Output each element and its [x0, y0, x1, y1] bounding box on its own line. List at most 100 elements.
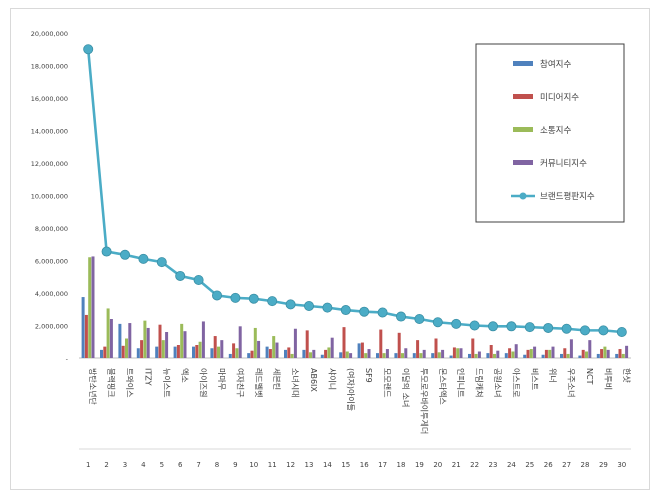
legend-label-3: 소통지수: [540, 126, 571, 136]
bar-3-4: [143, 320, 147, 359]
bar-2-4: [140, 340, 144, 359]
bar-2-12: [287, 347, 291, 358]
bar-1-2: [100, 349, 103, 359]
x-rank-label: 18: [397, 461, 406, 469]
bar-1-17: [376, 353, 379, 359]
bar-3-27: [566, 353, 570, 358]
x-category-label: 공원소녀: [493, 368, 502, 397]
bar-2-13: [305, 330, 309, 359]
bar-1-9: [228, 353, 232, 358]
bar-4-19: [422, 349, 426, 359]
x-rank-label: 6: [178, 461, 183, 469]
line-point-4: [138, 253, 149, 264]
line-point-10: [248, 293, 259, 304]
bar-1-20: [431, 353, 435, 359]
bar-2-8: [213, 336, 217, 358]
x-rank-label: 2: [104, 461, 108, 469]
y-axis: - 2,000,000 4,000,000 6,000,000 8,000,000 10,…: [31, 30, 631, 363]
line-point-13: [303, 300, 314, 311]
line-point-24: [506, 321, 517, 332]
bar-1-1: [81, 297, 85, 358]
x-category-label: 드림캐쳐: [475, 368, 485, 397]
bar-3-11: [272, 336, 276, 358]
x-rank-label: 26: [544, 461, 553, 469]
line-point-27: [561, 323, 572, 334]
x-category-label: 여자친구: [235, 368, 245, 397]
x-category-label: 아이즈원: [199, 368, 209, 397]
x-category-label: (여자)아이들: [346, 368, 356, 411]
x-axis: 방탄소년단 블랙핑크 트와이스 ITZY 뉴이스트 엑소 아이즈원 마마무 여자친구 레드벨벳 세븐…: [79, 368, 631, 469]
bar-4-11: [275, 342, 279, 358]
legend-swatch-marker: [519, 192, 527, 200]
bar-1-19: [412, 353, 416, 359]
line-point-5: [156, 257, 167, 268]
bar-3-26: [548, 349, 552, 359]
x-category-label: 방탄소년단: [88, 368, 98, 405]
bar-1-18: [394, 353, 398, 359]
bar-3-13: [309, 352, 312, 358]
bar-1-6: [173, 346, 177, 359]
bar-3-29: [603, 346, 607, 359]
x-category-label: 인피니트: [456, 368, 466, 397]
bar-2-17: [379, 329, 383, 358]
bar-4-30: [625, 345, 629, 358]
bar-4-14: [330, 337, 334, 358]
x-rank-label: 15: [341, 461, 350, 469]
bar-4-24: [514, 344, 518, 358]
legend-swatch-4: [513, 160, 533, 165]
x-rank-label: 30: [617, 461, 626, 469]
line-point-7: [193, 274, 204, 285]
bar-1-24: [504, 353, 508, 359]
bar-3-6: [180, 323, 184, 359]
bar-3-23: [493, 353, 496, 358]
x-category-label: 뉴이스트: [162, 368, 172, 397]
bar-2-9: [232, 343, 236, 359]
chart-frame: - 2,000,000 4,000,000 6,000,000 8,000,000 10,…: [10, 8, 650, 490]
x-rank-label: 25: [525, 461, 534, 469]
x-category-label: 위너: [548, 368, 558, 383]
x-category-label: 세븐틴: [272, 368, 282, 390]
y-tick-label: 10,000,000: [31, 193, 68, 201]
bar-3-1: [88, 257, 92, 358]
x-rank-label: 4: [141, 461, 146, 469]
bar-3-5: [161, 340, 165, 359]
y-tick-label: 2,000,000: [35, 323, 68, 331]
bar-1-21: [449, 355, 453, 358]
bar-1-14: [320, 354, 324, 358]
bar-1-28: [578, 355, 582, 358]
x-category-label: 비투비: [603, 368, 612, 390]
y-tick-label: 20,000,000: [31, 30, 68, 38]
legend-label-1: 참여지수: [540, 59, 571, 70]
x-rank-label: 24: [507, 461, 516, 469]
x-rank-label: 1: [86, 461, 90, 469]
bar-3-24: [511, 351, 515, 358]
bar-3-7: [198, 341, 202, 358]
bar-4-8: [220, 340, 224, 359]
legend-label-4: 커뮤니티지수: [540, 158, 587, 169]
x-category-label: 샤이니: [327, 368, 337, 390]
x-rank-label: 23: [489, 461, 498, 469]
x-rank-label: 3: [123, 461, 127, 469]
bar-3-12: [290, 353, 294, 358]
line-point-11: [267, 296, 278, 307]
x-rank-label: 27: [562, 461, 571, 469]
x-category-label: 블랙핑크: [107, 368, 117, 397]
bar-2-19: [416, 340, 420, 359]
line-series-group: [83, 44, 627, 337]
x-rank-label: 10: [249, 461, 258, 469]
x-category-label: 투모로우바이투게더: [419, 368, 429, 434]
x-category-label: 소녀시대: [291, 368, 300, 397]
line-point-3: [120, 249, 131, 260]
bar-1-22: [468, 353, 471, 358]
bar-1-27: [560, 353, 563, 358]
x-rank-label: 11: [268, 461, 277, 469]
line-point-14: [322, 302, 333, 313]
y-tick-label: 14,000,000: [31, 128, 68, 136]
bar-2-20: [434, 338, 438, 358]
line-point-15: [340, 305, 351, 316]
legend-swatch-1: [513, 61, 533, 66]
y-tick-label: 8,000,000: [35, 225, 68, 233]
legend-swatch-3: [513, 127, 533, 132]
bar-1-23: [486, 353, 490, 359]
x-rank-label: 17: [378, 461, 387, 469]
